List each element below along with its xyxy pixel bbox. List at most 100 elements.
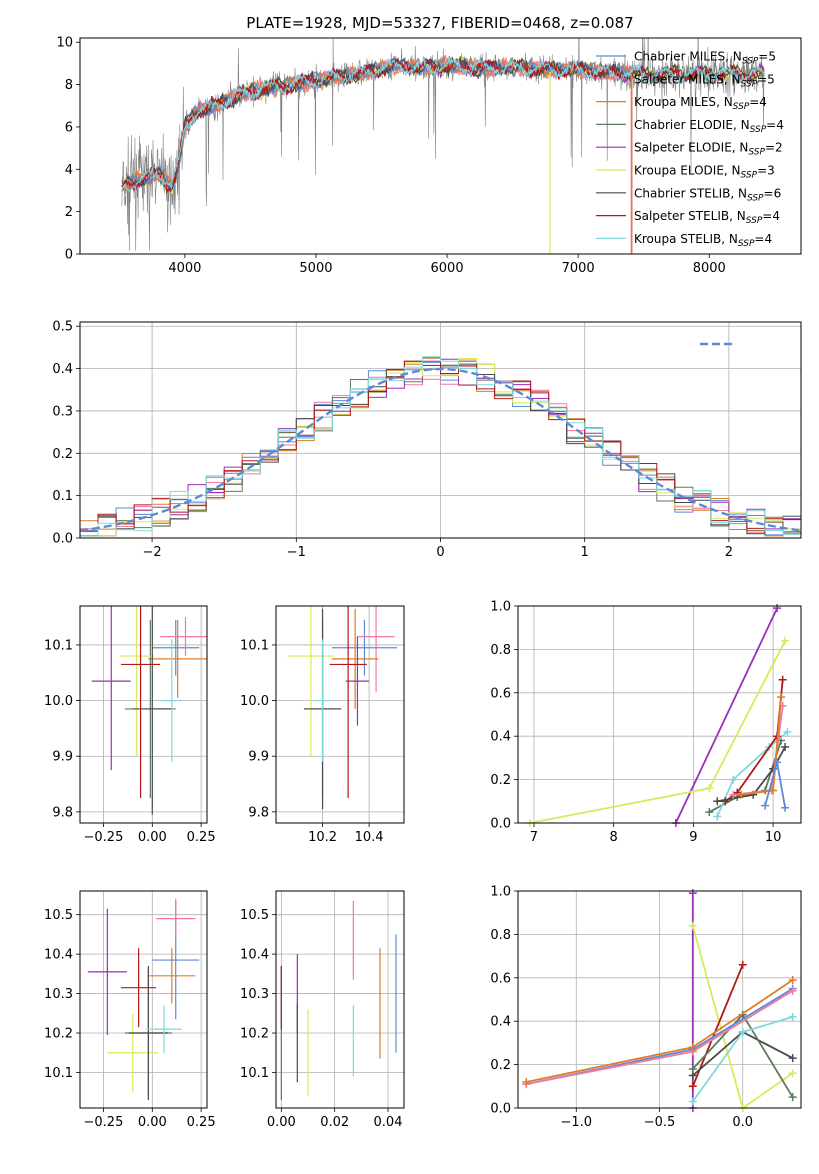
y-tick-label: 0.8 <box>490 643 511 658</box>
y-tick-label: 10.3 <box>44 987 73 1002</box>
legend-name: Salpeter STELIB <box>634 209 729 223</box>
plus-marker <box>688 1097 697 1106</box>
plus-marker <box>705 784 714 793</box>
y-tick-label: 2 <box>65 205 73 220</box>
x-tick-label: 1 <box>581 545 589 560</box>
model-spectrum-line <box>121 56 765 192</box>
plus-marker <box>738 1028 747 1037</box>
plus-marker <box>788 1054 797 1063</box>
axes-frame <box>517 605 802 824</box>
plus-marker <box>729 775 738 784</box>
legend-eq: = <box>765 141 775 155</box>
axes-frame <box>79 37 802 255</box>
legend-subscript: SSP <box>747 193 764 203</box>
mass-vs-Z-panel: −0.25 0.00 0.25 10.1 10.2 10.3 10.4 10.5 <box>44 890 216 1130</box>
mass-weight-vs-age-panel: 7 8 9 10 0.0 0.2 0.4 0.6 0.8 1.0 <box>490 600 802 845</box>
y-tick-label: 0.1 <box>52 489 73 504</box>
x-tick-label: 8000 <box>693 261 726 276</box>
mass-vs-EBV-panel: 0.00 0.02 0.04 10.1 10.2 10.3 10.4 10.5 <box>240 890 405 1130</box>
plus-marker <box>788 986 797 995</box>
y-tick-label: 10.0 <box>240 694 269 709</box>
legend-subscript: SSP <box>746 216 763 226</box>
plus-marker <box>769 786 778 795</box>
legend-name: Chabrier ELODIE <box>634 118 733 132</box>
legend-n-prefix: , N <box>733 118 750 132</box>
legend-n: 5 <box>767 72 775 86</box>
x-tick-label: 10.2 <box>308 830 337 845</box>
y-tick-label: 10.2 <box>44 1027 73 1042</box>
axes-frame <box>275 605 405 824</box>
legend-name: Salpeter MILES <box>634 72 724 86</box>
legend-subscript: SSP <box>742 57 759 67</box>
legend-entry: Kroupa ELODIE, NSSP=3 <box>634 164 775 181</box>
legend-subscript: SSP <box>741 79 758 89</box>
y-tick-label: 9.8 <box>52 805 73 820</box>
x-tick-label: 0.00 <box>138 830 167 845</box>
plus-marker <box>773 604 782 613</box>
legend-subscript: SSP <box>748 148 765 158</box>
y-tick-label: 0.2 <box>490 1058 511 1073</box>
y-tick-label: 0.6 <box>490 686 511 701</box>
plus-marker <box>783 727 792 736</box>
legend-eq: = <box>754 232 764 246</box>
mass-weight-line <box>674 607 778 824</box>
y-tick-label: 10.4 <box>240 948 269 963</box>
y-tick-label: 0.8 <box>490 928 511 943</box>
plus-marker <box>788 1069 797 1078</box>
y-tick-label: 8 <box>65 78 73 93</box>
legend-n: 4 <box>776 118 784 132</box>
axes-frame <box>517 890 802 1109</box>
axes-frame <box>275 890 405 1109</box>
normal-curve <box>80 367 801 532</box>
legend-n-prefix: , N <box>732 141 749 155</box>
y-tick-label: 0.0 <box>490 1102 511 1117</box>
x-tick-label: 0.00 <box>267 1115 296 1130</box>
y-tick-label: 0.4 <box>52 362 73 377</box>
legend-n-prefix: , N <box>716 95 733 109</box>
legend-entry: Kroupa MILES, NSSP=4 <box>634 95 767 112</box>
legend-n-prefix: , N <box>721 232 738 246</box>
plus-marker <box>688 889 697 898</box>
axes-frame <box>79 605 208 824</box>
y-tick-label: 10.0 <box>44 694 73 709</box>
y-tick-label: 0 <box>65 248 73 263</box>
x-tick-label: 6000 <box>431 261 464 276</box>
mass-weight-line <box>764 761 786 808</box>
x-tick-label: −0.25 <box>84 1115 124 1130</box>
y-tick-label: 0.2 <box>52 447 73 462</box>
x-tick-label: −2 <box>143 545 162 560</box>
x-tick-label: 10.4 <box>355 830 384 845</box>
axes-frame <box>79 321 802 539</box>
y-tick-label: 0.3 <box>52 404 73 419</box>
legend-n-prefix: , N <box>724 164 741 178</box>
legend-subscript: SSP <box>738 239 755 249</box>
y-tick-label: 10 <box>56 36 73 51</box>
plus-marker <box>777 693 786 702</box>
legend-eq: = <box>757 72 767 86</box>
x-tick-label: −1.0 <box>560 1115 592 1130</box>
plus-marker <box>761 801 770 810</box>
legend-entry: Chabrier STELIB, NSSP=6 <box>634 186 781 203</box>
legend-entry: Chabrier ELODIE, NSSP=4 <box>634 118 784 135</box>
legend-eq: = <box>758 50 768 64</box>
y-tick-label: 1.0 <box>490 600 511 615</box>
plus-marker <box>713 797 722 806</box>
legend-name: Kroupa STELIB <box>634 232 721 246</box>
mass-weight-line <box>717 746 786 803</box>
plus-marker <box>522 1077 531 1086</box>
y-tick-label: 9.9 <box>52 750 73 765</box>
x-tick-label: −1 <box>287 545 306 560</box>
x-tick-label: −0.25 <box>84 830 124 845</box>
plus-marker <box>788 1093 797 1102</box>
legend-eq: = <box>749 95 759 109</box>
y-tick-label: 0.5 <box>52 320 73 335</box>
y-tick-label: 0.0 <box>52 532 73 547</box>
plus-marker <box>688 1064 697 1073</box>
x-tick-label: 0.25 <box>187 1115 216 1130</box>
legend-eq: = <box>757 164 767 178</box>
plus-marker <box>688 1043 697 1052</box>
x-tick-label: 0.02 <box>320 1115 349 1130</box>
y-tick-label: 9.9 <box>248 750 269 765</box>
